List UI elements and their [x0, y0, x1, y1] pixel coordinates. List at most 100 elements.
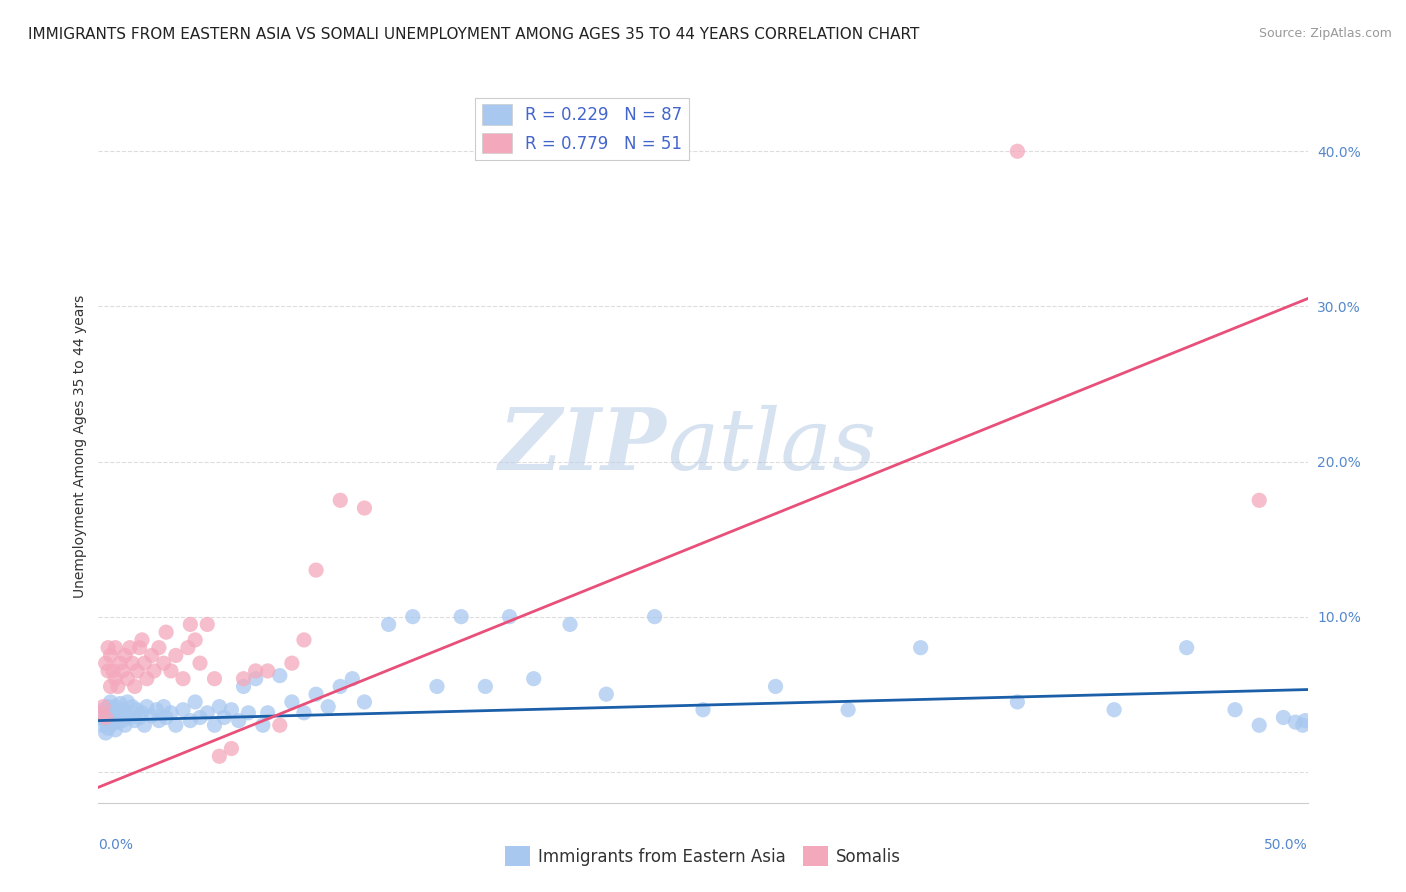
Point: [426, 680, 449, 694]
Point: [329, 493, 352, 508]
Point: [127, 664, 149, 678]
Point: [221, 741, 243, 756]
Point: [208, 699, 231, 714]
Point: [329, 680, 352, 694]
Point: [91, 718, 114, 732]
Point: [1249, 493, 1271, 508]
Point: [305, 563, 328, 577]
Point: [204, 672, 226, 686]
Point: [910, 640, 932, 655]
Point: [221, 703, 243, 717]
Point: [1102, 703, 1125, 717]
Point: [269, 668, 291, 682]
Point: [252, 718, 274, 732]
Text: atlas: atlas: [666, 405, 876, 487]
Point: [232, 680, 254, 694]
Point: [91, 699, 114, 714]
Point: [90, 710, 112, 724]
Point: [118, 710, 141, 724]
Point: [101, 664, 124, 678]
Point: [212, 710, 235, 724]
Point: [101, 703, 124, 717]
Point: [595, 687, 617, 701]
Point: [184, 695, 207, 709]
Point: [188, 710, 211, 724]
Point: [135, 672, 157, 686]
Point: [97, 710, 120, 724]
Point: [165, 718, 187, 732]
Point: [256, 664, 278, 678]
Point: [281, 656, 304, 670]
Point: [117, 695, 139, 709]
Point: [104, 672, 127, 686]
Point: [292, 706, 315, 720]
Point: [177, 640, 200, 655]
Point: [281, 695, 304, 709]
Point: [269, 718, 291, 732]
Point: [101, 714, 124, 728]
Point: [245, 672, 267, 686]
Point: [353, 501, 375, 516]
Point: [94, 706, 117, 720]
Point: [148, 714, 170, 728]
Point: [152, 656, 174, 670]
Point: [127, 703, 149, 717]
Point: [172, 672, 194, 686]
Point: [184, 632, 207, 647]
Point: [228, 714, 250, 728]
Point: [245, 664, 267, 678]
Point: [188, 656, 211, 670]
Point: [316, 699, 339, 714]
Point: [195, 617, 218, 632]
Point: [100, 680, 122, 694]
Point: [498, 609, 520, 624]
Point: [353, 695, 375, 709]
Point: [97, 699, 120, 714]
Point: [94, 715, 117, 730]
Point: [104, 710, 127, 724]
Point: [160, 664, 183, 678]
Point: [342, 672, 364, 686]
Text: ZIP: ZIP: [499, 404, 666, 488]
Point: [1284, 715, 1306, 730]
Point: [114, 648, 136, 663]
Point: [114, 718, 136, 732]
Point: [1175, 640, 1198, 655]
Point: [155, 710, 177, 724]
Point: [238, 706, 260, 720]
Point: [644, 609, 666, 624]
Point: [450, 609, 472, 624]
Point: [152, 699, 174, 714]
Point: [124, 714, 146, 728]
Text: 0.0%: 0.0%: [98, 838, 134, 853]
Point: [90, 706, 112, 720]
Point: [104, 699, 127, 714]
Point: [1223, 703, 1246, 717]
Point: [128, 640, 150, 655]
Point: [160, 706, 183, 720]
Point: [91, 703, 114, 717]
Point: [107, 680, 129, 694]
Point: [172, 703, 194, 717]
Point: [108, 656, 131, 670]
Point: [107, 715, 129, 730]
Point: [131, 632, 153, 647]
Point: [97, 722, 120, 736]
Point: [148, 640, 170, 655]
Point: [107, 706, 129, 720]
Point: [1249, 718, 1271, 732]
Point: [100, 648, 122, 663]
Point: [145, 703, 167, 717]
Point: [134, 656, 156, 670]
Point: [474, 680, 496, 694]
Point: [104, 723, 127, 737]
Text: 50.0%: 50.0%: [1264, 838, 1308, 853]
Point: [94, 726, 117, 740]
Text: Source: ZipAtlas.com: Source: ZipAtlas.com: [1258, 27, 1392, 40]
Point: [141, 709, 163, 723]
Point: [100, 695, 122, 709]
Point: [305, 687, 328, 701]
Point: [108, 697, 131, 711]
Legend: R = 0.229   N = 87, R = 0.779   N = 51: R = 0.229 N = 87, R = 0.779 N = 51: [475, 97, 689, 160]
Point: [692, 703, 714, 717]
